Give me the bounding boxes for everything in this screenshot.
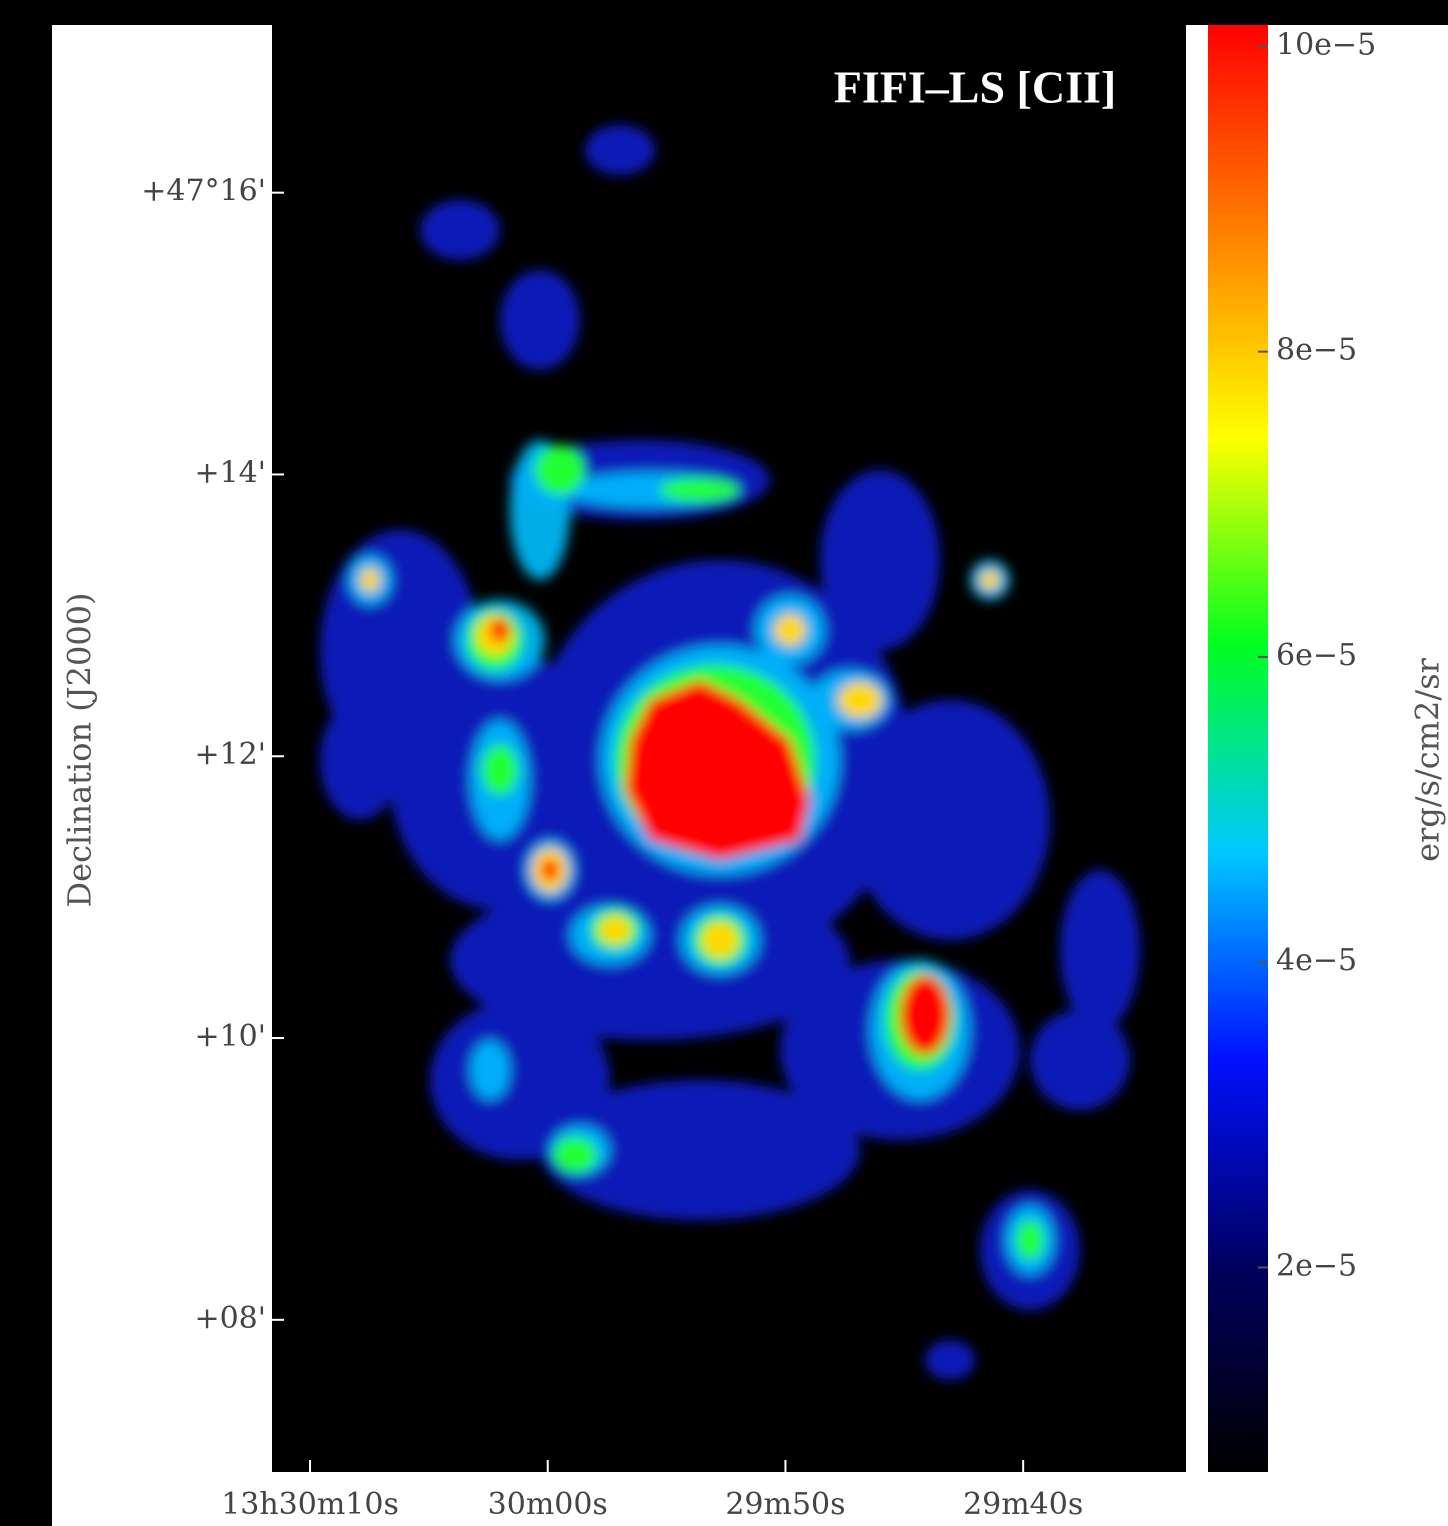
x-tick-label: 29m50s: [725, 1487, 845, 1522]
chart-title: FIFI–LS [CII]: [834, 62, 1116, 113]
colorbar: [1208, 25, 1268, 1472]
y-tick-label: +47°16': [141, 174, 266, 209]
emission-map: [320, 125, 1140, 1380]
y-axis-label: Declination (J2000): [61, 592, 99, 907]
colorbar-tick-label: 4e−5: [1276, 943, 1357, 978]
y-tick-label: +08': [194, 1301, 266, 1336]
x-tick-label: 29m40s: [963, 1487, 1083, 1522]
y-tick-label: +12': [194, 737, 266, 772]
y-tick-label: +10': [194, 1019, 266, 1054]
colorbar-tick-label: 2e−5: [1276, 1248, 1357, 1283]
colorbar-tick-label: 8e−5: [1276, 333, 1357, 368]
colorbar-tick-label: 10e−5: [1276, 27, 1376, 62]
colorbar-label: erg/s/cm2/sr: [1409, 657, 1447, 862]
x-tick-label: 13h30m10s: [221, 1487, 399, 1522]
colorbar-tick-label: 6e−5: [1276, 638, 1357, 673]
x-tick-label: 30m00s: [488, 1487, 608, 1522]
y-tick-label: +14': [194, 455, 266, 490]
